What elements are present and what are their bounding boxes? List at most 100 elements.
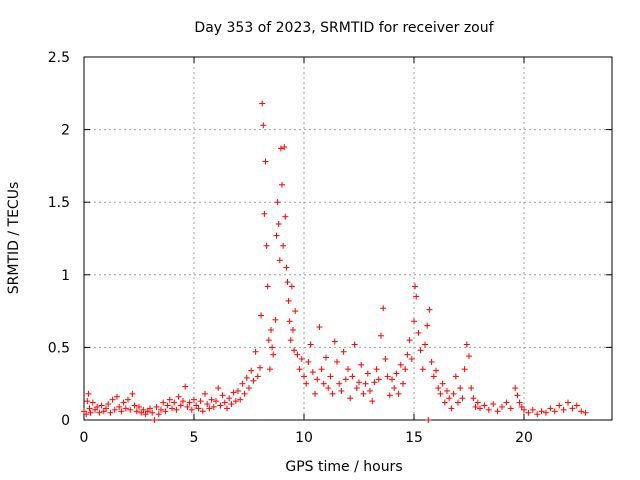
data-point	[125, 396, 131, 403]
data-point	[248, 367, 255, 374]
data-point	[305, 358, 312, 365]
data-point	[195, 405, 202, 412]
data-point	[175, 393, 182, 400]
data-point	[164, 402, 171, 409]
data-point	[197, 398, 204, 405]
data-point	[428, 358, 435, 365]
x-tick-label: 20	[515, 430, 533, 446]
data-point	[412, 283, 419, 290]
data-point	[83, 411, 90, 418]
data-point	[441, 399, 448, 406]
data-point	[96, 409, 103, 416]
data-point	[153, 403, 160, 410]
y-tick-label: 2.5	[48, 50, 70, 66]
data-point	[342, 376, 349, 383]
data-point	[252, 348, 259, 355]
data-point	[417, 347, 424, 354]
data-point	[264, 283, 271, 290]
data-point	[288, 283, 295, 290]
data-point	[290, 326, 296, 333]
data-point	[292, 308, 299, 315]
data-point	[448, 405, 455, 412]
data-point	[261, 210, 268, 217]
y-tick-label: 1	[61, 268, 70, 284]
data-point	[86, 405, 93, 412]
data-point	[331, 338, 338, 345]
data-point	[455, 399, 461, 406]
data-point	[114, 393, 120, 400]
data-point	[133, 408, 140, 415]
data-point	[188, 406, 195, 413]
data-point	[329, 390, 336, 397]
data-point	[386, 392, 393, 399]
grid	[84, 57, 612, 420]
data-point	[413, 293, 420, 300]
data-point	[490, 401, 497, 408]
data-point	[582, 409, 589, 416]
data-point	[208, 396, 215, 403]
data-point	[477, 405, 483, 412]
data-point	[468, 385, 475, 392]
data-point	[230, 389, 237, 396]
data-point	[406, 337, 413, 344]
data-point	[184, 403, 191, 410]
data-point	[284, 279, 291, 286]
data-point	[182, 383, 189, 390]
data-point	[215, 385, 222, 392]
data-point	[274, 199, 281, 206]
data-point	[380, 305, 387, 312]
data-point	[384, 373, 391, 380]
data-point	[217, 402, 224, 409]
data-point	[294, 351, 301, 358]
data-point	[430, 373, 437, 380]
data-point	[103, 405, 109, 412]
data-point	[312, 390, 318, 397]
data-point	[503, 399, 510, 406]
data-point	[351, 341, 358, 348]
data-point	[367, 387, 373, 394]
data-point	[275, 220, 282, 227]
data-point	[219, 392, 226, 399]
data-point	[573, 402, 580, 409]
data-point	[105, 401, 112, 408]
data-point	[393, 370, 400, 377]
data-point	[314, 376, 321, 383]
data-point	[89, 399, 96, 406]
data-point	[94, 403, 101, 410]
data-point	[514, 392, 521, 399]
data-point	[364, 370, 371, 377]
data-point	[84, 398, 91, 405]
y-tick-label: 2	[61, 123, 70, 139]
data-point	[463, 341, 470, 348]
data-point	[149, 409, 156, 416]
data-point	[382, 356, 389, 363]
data-point	[291, 347, 298, 354]
data-point	[199, 408, 206, 415]
data-point	[235, 387, 241, 394]
data-point	[327, 373, 334, 380]
data-point	[470, 395, 477, 402]
data-point	[512, 385, 519, 392]
data-point	[173, 406, 180, 413]
data-point	[228, 401, 235, 408]
data-point	[466, 353, 472, 360]
data-point	[281, 144, 288, 151]
data-point	[204, 401, 211, 408]
data-point	[226, 395, 233, 402]
data-point	[424, 322, 431, 329]
data-point	[349, 373, 356, 380]
data-point	[260, 122, 267, 129]
data-point	[426, 306, 433, 313]
data-point	[206, 405, 213, 412]
data-point	[257, 364, 263, 371]
data-point	[140, 406, 147, 413]
data-point	[340, 348, 347, 355]
data-point	[404, 351, 411, 358]
x-tick-label: 10	[295, 430, 313, 446]
data-point	[433, 367, 439, 374]
data-point	[232, 398, 239, 405]
data-point	[435, 385, 442, 392]
data-point	[250, 377, 257, 384]
data-point	[276, 257, 283, 264]
